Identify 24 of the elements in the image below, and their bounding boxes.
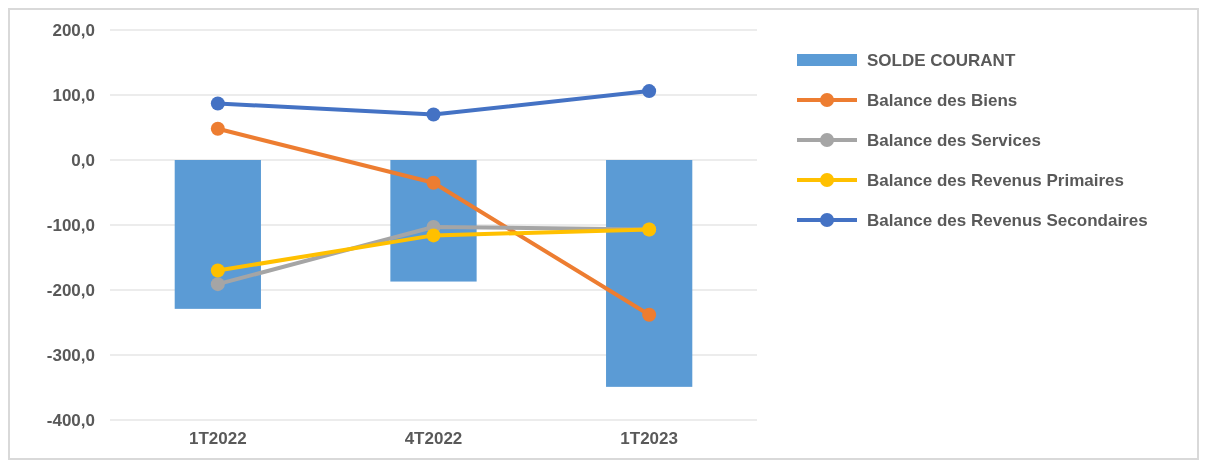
point xyxy=(426,228,441,243)
point xyxy=(210,96,225,111)
legend-label: Balance des Revenus Primaires xyxy=(867,171,1125,190)
x-tick-label: 4T2022 xyxy=(404,429,463,448)
point xyxy=(642,307,657,322)
y-tick-label: -100,0 xyxy=(46,216,95,235)
point xyxy=(426,175,441,190)
point xyxy=(426,107,441,122)
y-tick-label: 100,0 xyxy=(52,86,95,105)
point xyxy=(210,263,225,278)
y-tick-label: -200,0 xyxy=(46,281,95,300)
legend-label: Balance des Revenus Secondaires xyxy=(867,211,1148,230)
point xyxy=(642,84,657,99)
y-tick-label: 0,0 xyxy=(71,151,95,170)
point xyxy=(210,277,225,292)
y-tick-label: -400,0 xyxy=(46,411,95,430)
x-tick-label: 1T2022 xyxy=(189,429,247,448)
y-tick-label: -300,0 xyxy=(46,346,95,365)
point xyxy=(210,121,225,136)
legend-label: Balance des Services xyxy=(867,131,1041,150)
legend-label: Balance des Biens xyxy=(867,91,1018,110)
legend-label: SOLDE COURANT xyxy=(867,51,1016,70)
y-tick-label: 200,0 xyxy=(52,21,95,40)
x-tick-label: 1T2023 xyxy=(620,429,678,448)
